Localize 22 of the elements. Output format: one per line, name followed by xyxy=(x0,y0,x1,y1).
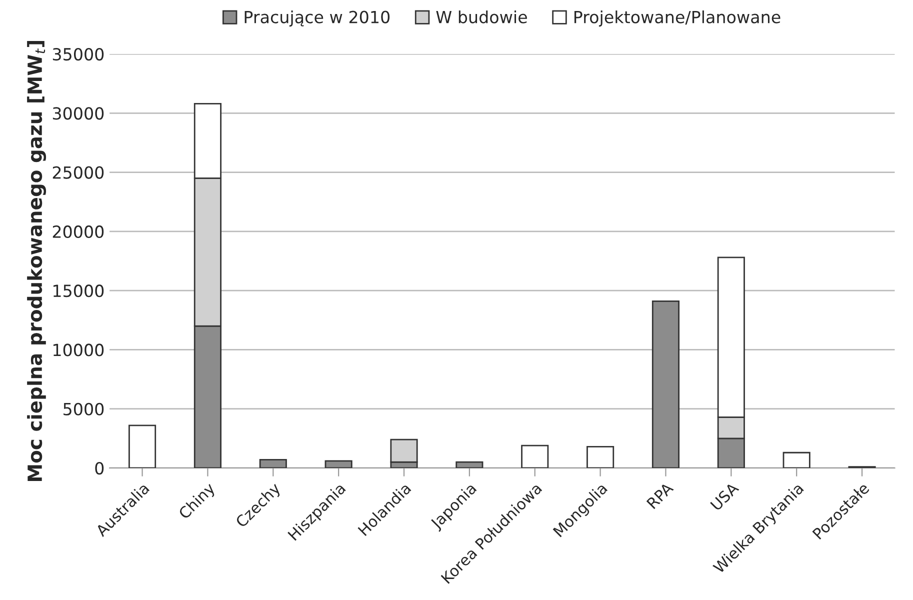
bar xyxy=(521,444,549,468)
legend-label: Projektowane/Planowane xyxy=(574,10,780,27)
legend-label: Pracujące w 2010 xyxy=(244,10,390,27)
bar xyxy=(586,446,614,468)
y-tick-label: 5000 xyxy=(64,402,104,416)
legend-label: W budowie xyxy=(436,10,527,24)
bar xyxy=(652,300,680,468)
y-tick-label: 0 xyxy=(95,462,104,475)
y-tick-label: 10000 xyxy=(54,344,104,356)
y-tick-label: 35000 xyxy=(52,48,104,61)
bar xyxy=(128,424,156,468)
x-tick-label: RPA xyxy=(646,482,674,510)
y-tick-label: 20000 xyxy=(52,225,104,238)
bar xyxy=(782,452,810,468)
y-tick-label: 25000 xyxy=(52,166,104,179)
x-tick-label: USA xyxy=(710,481,740,511)
bar xyxy=(259,459,287,468)
y-tick-label: 15000 xyxy=(54,284,104,298)
bar xyxy=(324,460,352,468)
bar xyxy=(456,461,484,468)
y-tick-label: 30000 xyxy=(52,107,104,120)
y-axis-title: Moc cieplna produkowanego gazu [MW$_{t}$] xyxy=(27,41,46,481)
